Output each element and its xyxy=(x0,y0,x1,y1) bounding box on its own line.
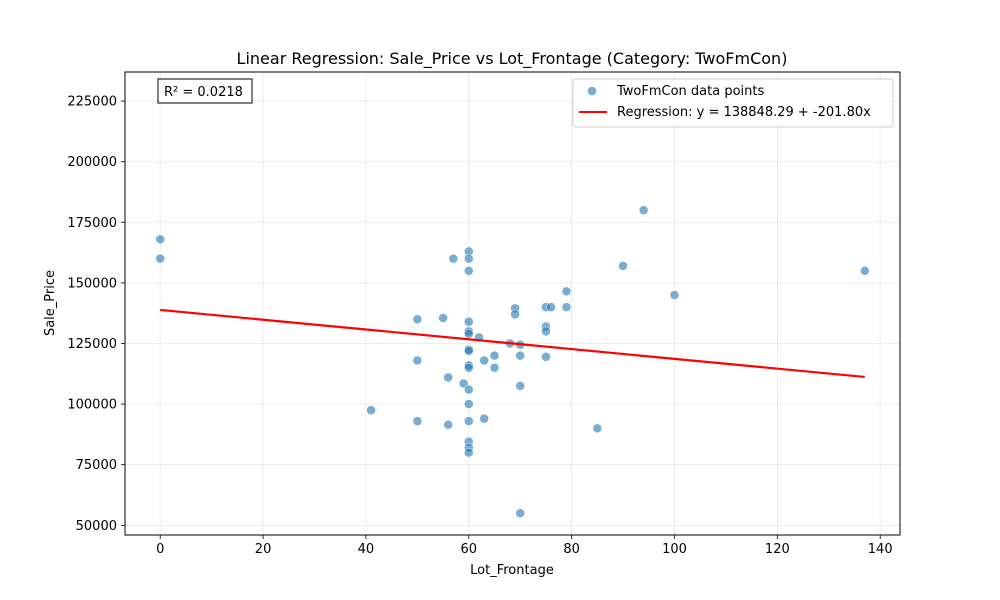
data-point xyxy=(412,355,423,366)
data-point xyxy=(669,290,680,300)
data-point xyxy=(515,508,525,518)
grid xyxy=(125,72,900,535)
data-point xyxy=(510,309,520,320)
y-tick-label: 175000 xyxy=(67,216,117,231)
data-point xyxy=(464,346,474,356)
x-tick-label: 40 xyxy=(358,542,375,557)
plot-area-frame xyxy=(124,71,901,536)
x-tick-label: 0 xyxy=(156,542,164,557)
data-point xyxy=(458,378,469,389)
legend: TwoFmCon data points Regression: y = 138… xyxy=(572,78,894,128)
data-point xyxy=(438,313,448,323)
x-axis-label: Lot_Frontage xyxy=(470,563,554,578)
y-tick-label: 200000 xyxy=(67,155,117,170)
r-squared-annotation: R² = 0.0218 xyxy=(157,78,253,104)
data-point xyxy=(592,423,603,434)
data-point xyxy=(489,350,500,361)
data-point xyxy=(464,253,474,264)
data-point xyxy=(618,261,628,271)
y-tick-label: 100000 xyxy=(67,398,117,413)
legend-label-points: TwoFmCon data points xyxy=(616,84,764,99)
data-point xyxy=(464,362,474,373)
y-tick-label: 150000 xyxy=(67,276,117,291)
y-axis-label: Sale_Price xyxy=(43,270,58,336)
data-point xyxy=(541,326,551,337)
data-point xyxy=(464,399,474,409)
data-point xyxy=(448,253,459,264)
regression-line-group xyxy=(160,308,865,379)
data-point xyxy=(638,205,649,215)
data-point xyxy=(464,316,474,327)
x-tick-label: 120 xyxy=(765,542,790,557)
data-point xyxy=(443,372,453,383)
legend-marker-points xyxy=(587,86,597,96)
data-point xyxy=(561,302,572,312)
y-tick-label: 50000 xyxy=(76,519,117,534)
x-tick-label: 20 xyxy=(255,542,272,557)
data-point xyxy=(366,405,376,415)
data-point xyxy=(464,384,474,395)
x-tick-label: 60 xyxy=(461,542,478,557)
legend-label-regression: Regression: y = 138848.29 + -201.80x xyxy=(617,105,871,120)
r-squared-text: R² = 0.0218 xyxy=(164,85,243,100)
data-point xyxy=(515,381,525,391)
data-point xyxy=(541,352,551,362)
y-tick-label: 75000 xyxy=(76,458,117,473)
chart-title: Linear Regression: Sale_Price vs Lot_Fro… xyxy=(237,49,788,69)
data-point xyxy=(155,234,165,245)
y-tick-label: 125000 xyxy=(67,337,117,352)
x-tick-label: 100 xyxy=(662,542,687,557)
data-point xyxy=(479,355,489,366)
data-point xyxy=(412,314,423,325)
y-tick-label: 225000 xyxy=(67,95,117,110)
data-point xyxy=(464,447,474,458)
data-point xyxy=(443,419,453,430)
data-point xyxy=(561,286,572,297)
data-points xyxy=(155,205,870,518)
data-point xyxy=(464,329,474,339)
regression-line xyxy=(160,308,865,379)
data-point xyxy=(464,266,474,276)
data-point xyxy=(489,362,500,373)
annotation-box xyxy=(157,78,253,104)
data-point xyxy=(515,350,525,361)
x-tick-label: 80 xyxy=(563,542,580,557)
data-point xyxy=(860,266,870,276)
data-point xyxy=(479,413,489,424)
x-axis-ticks: 0 20 40 60 80 100 120 140 xyxy=(156,535,893,557)
data-point xyxy=(546,302,556,312)
data-point xyxy=(464,416,474,426)
x-tick-label: 140 xyxy=(868,542,893,557)
data-point xyxy=(155,253,165,264)
data-point xyxy=(412,416,423,426)
legend-box xyxy=(572,78,894,128)
y-axis-ticks: 50000 75000 100000 125000 150000 175000 200000… xyxy=(67,95,125,534)
